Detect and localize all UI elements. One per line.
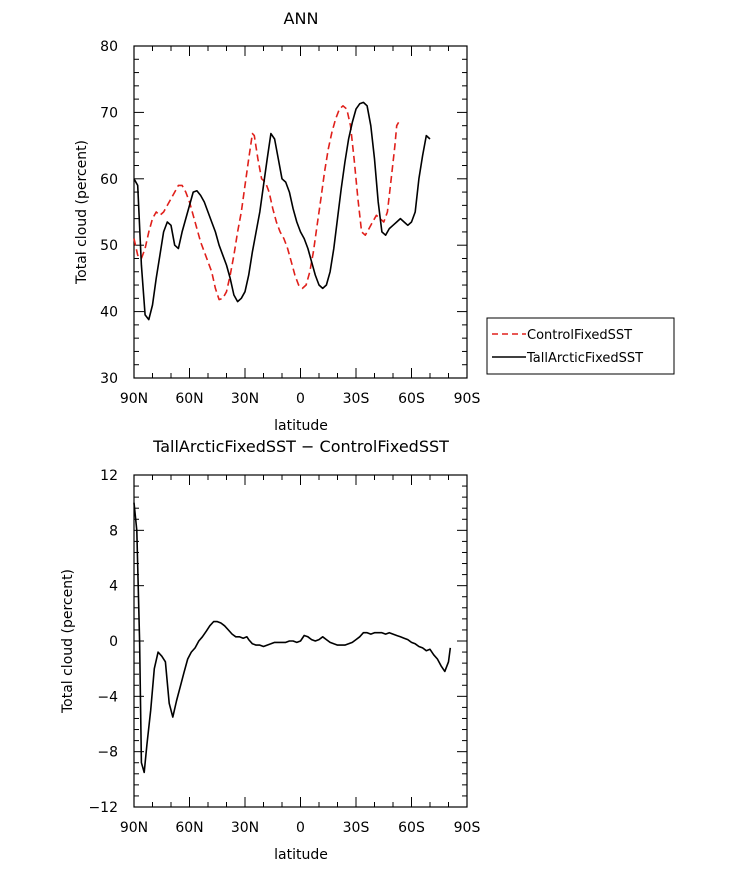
bottom-panel-ticks [133, 474, 468, 808]
x-tick-label: 60N [175, 391, 203, 407]
bottom-panel-series [133, 502, 452, 774]
y-tick-label: −4 [97, 689, 118, 705]
bottom-panel-x-tick-labels: 90N 60N 30N 0 30S 60S 90S [120, 820, 481, 836]
y-tick-label: 30 [100, 371, 118, 387]
y-tick-label: 8 [109, 523, 118, 539]
x-tick-label: 60N [175, 820, 203, 836]
legend: ControlFixedSST TallArcticFixedSST [486, 317, 675, 375]
y-tick-label: 4 [109, 579, 118, 595]
x-tick-label: 0 [296, 820, 305, 836]
bottom-panel-x-axis-label: latitude [274, 847, 328, 863]
y-tick-label: 40 [100, 305, 118, 321]
x-tick-label: 30N [231, 391, 259, 407]
legend-box [486, 317, 675, 375]
y-tick-label: 50 [100, 238, 118, 254]
x-tick-label: 90N [120, 820, 148, 836]
top-panel-x-tick-labels: 90N 60N 30N 0 30S 60S 90S [120, 391, 481, 407]
top-panel-y-tick-labels: 30 40 50 60 70 80 [100, 39, 118, 387]
y-tick-label: 12 [100, 468, 118, 484]
y-tick-label: 80 [100, 39, 118, 55]
difference-line [133, 502, 452, 774]
y-tick-label: −12 [88, 800, 118, 816]
y-tick-label: −8 [97, 745, 118, 761]
bottom-panel-title: TallArcticFixedSST − ControlFixedSST [152, 437, 449, 456]
top-panel-frame [133, 45, 468, 379]
y-tick-label: 70 [100, 105, 118, 121]
controlfixedsst-line [133, 105, 400, 301]
bottom-panel: TallArcticFixedSST − ControlFixedSST −12… [60, 437, 480, 863]
x-tick-label: 30N [231, 820, 259, 836]
x-tick-label: 90N [120, 391, 148, 407]
y-tick-label: 60 [100, 172, 118, 188]
x-tick-label: 90S [454, 391, 481, 407]
top-panel-x-axis-label: latitude [274, 418, 328, 434]
legend-label-tallarctic: TallArcticFixedSST [526, 351, 643, 366]
x-tick-label: 60S [398, 820, 425, 836]
y-tick-label: 0 [109, 634, 118, 650]
x-tick-label: 90S [454, 820, 481, 836]
legend-label-control: ControlFixedSST [527, 328, 632, 343]
x-tick-label: 30S [343, 820, 370, 836]
x-tick-label: 30S [343, 391, 370, 407]
x-tick-label: 0 [296, 391, 305, 407]
top-panel-y-axis-label: Total cloud (percent) [74, 140, 90, 285]
bottom-panel-y-tick-labels: −12 −8 −4 0 4 8 12 [88, 468, 118, 816]
top-panel-title: ANN [284, 9, 319, 28]
bottom-panel-y-axis-label: Total cloud (percent) [60, 569, 76, 714]
x-tick-label: 60S [398, 391, 425, 407]
top-panel-series [133, 101, 431, 321]
top-panel: ANN 30 40 50 60 70 80 90N 60N 30N 0 30S 60S 90S lat… [74, 9, 480, 434]
tallarcticfixedsst-line [133, 101, 431, 321]
top-panel-ticks [133, 45, 468, 379]
